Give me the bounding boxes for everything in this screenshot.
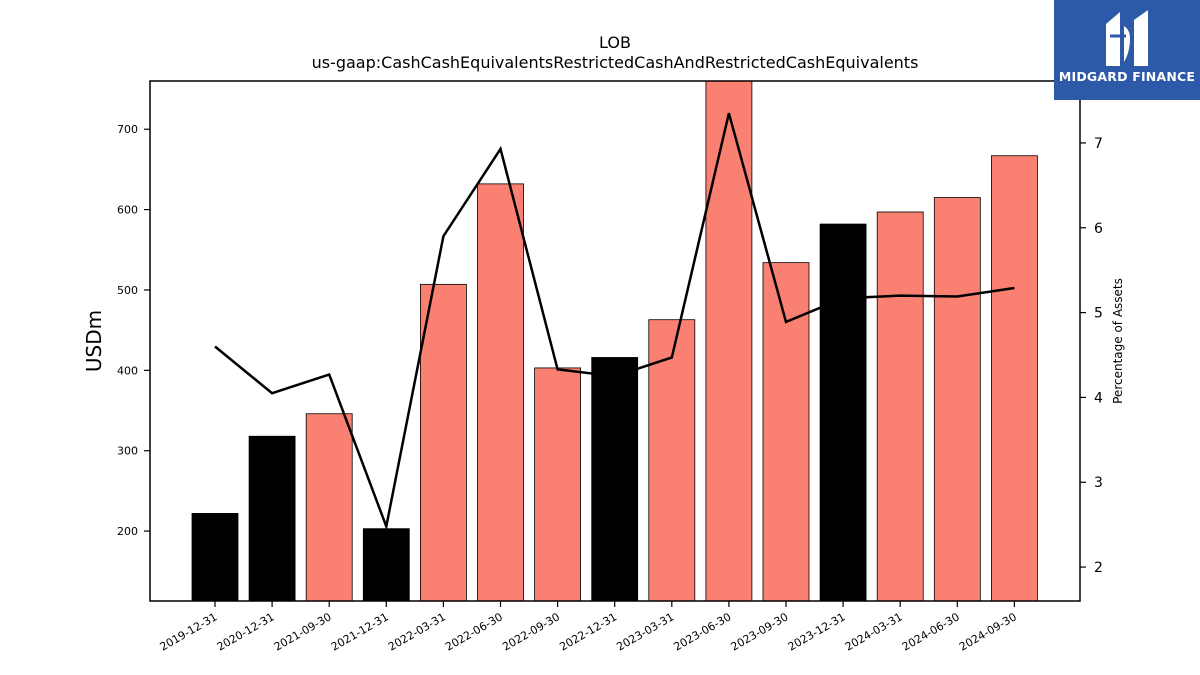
x-tick-label: 2022-03-31 — [386, 610, 448, 653]
y-tick-label: 600 — [117, 204, 138, 217]
x-axis: 2019-12-312020-12-312021-09-302021-12-31… — [158, 601, 1019, 654]
y-axis-label: USDm — [82, 310, 106, 372]
bar-2022-03-31 — [419, 283, 467, 602]
brand-logo: MIDGARD FINANCE — [1054, 0, 1200, 100]
bar-2020-12-31 — [248, 435, 296, 602]
bars-layer — [191, 80, 1038, 602]
y2-tick-label: 6 — [1094, 221, 1103, 237]
bar-2023-03-31 — [648, 319, 696, 602]
x-tick-label: 2022-06-30 — [443, 610, 505, 653]
x-tick-label: 2021-09-30 — [272, 610, 334, 653]
y2-tick-label: 5 — [1094, 306, 1103, 322]
y-tick-label: 700 — [117, 123, 138, 136]
logo-text: MIDGARD FINANCE — [1058, 69, 1196, 84]
bar-2023-12-31 — [819, 223, 867, 602]
bar-2024-06-30 — [933, 197, 981, 602]
bar-2021-12-31 — [362, 528, 410, 602]
bar-2024-09-30 — [991, 155, 1038, 602]
bar-2022-12-31 — [591, 357, 639, 602]
bar-2021-09-30 — [305, 413, 353, 602]
bar-2022-06-30 — [477, 183, 524, 602]
percentage-line — [214, 112, 1015, 531]
bar-2023-09-30 — [762, 262, 810, 602]
logo-mark-icon — [1106, 10, 1148, 66]
chart-subtitle: us-gaap:CashCashEquivalentsRestrictedCas… — [312, 53, 919, 72]
line-layer — [214, 112, 1015, 531]
x-tick-label: 2023-03-31 — [614, 610, 676, 653]
y2-axis-label: Percentage of Assets — [1111, 278, 1125, 404]
x-tick-label: 2024-06-30 — [900, 610, 962, 653]
x-tick-label: 2020-12-31 — [215, 610, 277, 653]
x-tick-label: 2021-12-31 — [329, 610, 391, 653]
y-axis-right: 2 3 4 5 6 7 — [1080, 136, 1103, 576]
x-tick-label: 2022-12-31 — [557, 610, 619, 653]
y-tick-label: 500 — [117, 284, 138, 297]
y2-tick-label: 3 — [1094, 475, 1103, 491]
y2-tick-label: 2 — [1094, 560, 1103, 576]
chart-title: LOB — [599, 33, 631, 52]
bar-2023-06-30 — [705, 80, 753, 602]
y2-tick-label: 4 — [1094, 390, 1103, 406]
x-tick-label: 2023-09-30 — [729, 610, 791, 653]
x-tick-label: 2019-12-31 — [158, 610, 220, 653]
y-tick-label: 300 — [117, 445, 138, 458]
bar-2022-09-30 — [534, 367, 581, 602]
y-tick-label: 200 — [117, 525, 138, 538]
y2-tick-label: 7 — [1094, 136, 1103, 152]
bar-2024-03-31 — [876, 211, 924, 602]
x-tick-label: 2023-12-31 — [786, 610, 848, 653]
x-tick-label: 2024-03-31 — [843, 610, 905, 653]
bar-2019-12-31 — [191, 512, 239, 602]
y-tick-label: 400 — [117, 364, 138, 377]
x-tick-label: 2023-06-30 — [672, 610, 734, 653]
y-axis-left: 200 300 400 500 600 700 — [117, 123, 150, 538]
x-tick-label: 2022-09-30 — [500, 610, 562, 653]
x-tick-label: 2024-09-30 — [957, 610, 1019, 653]
